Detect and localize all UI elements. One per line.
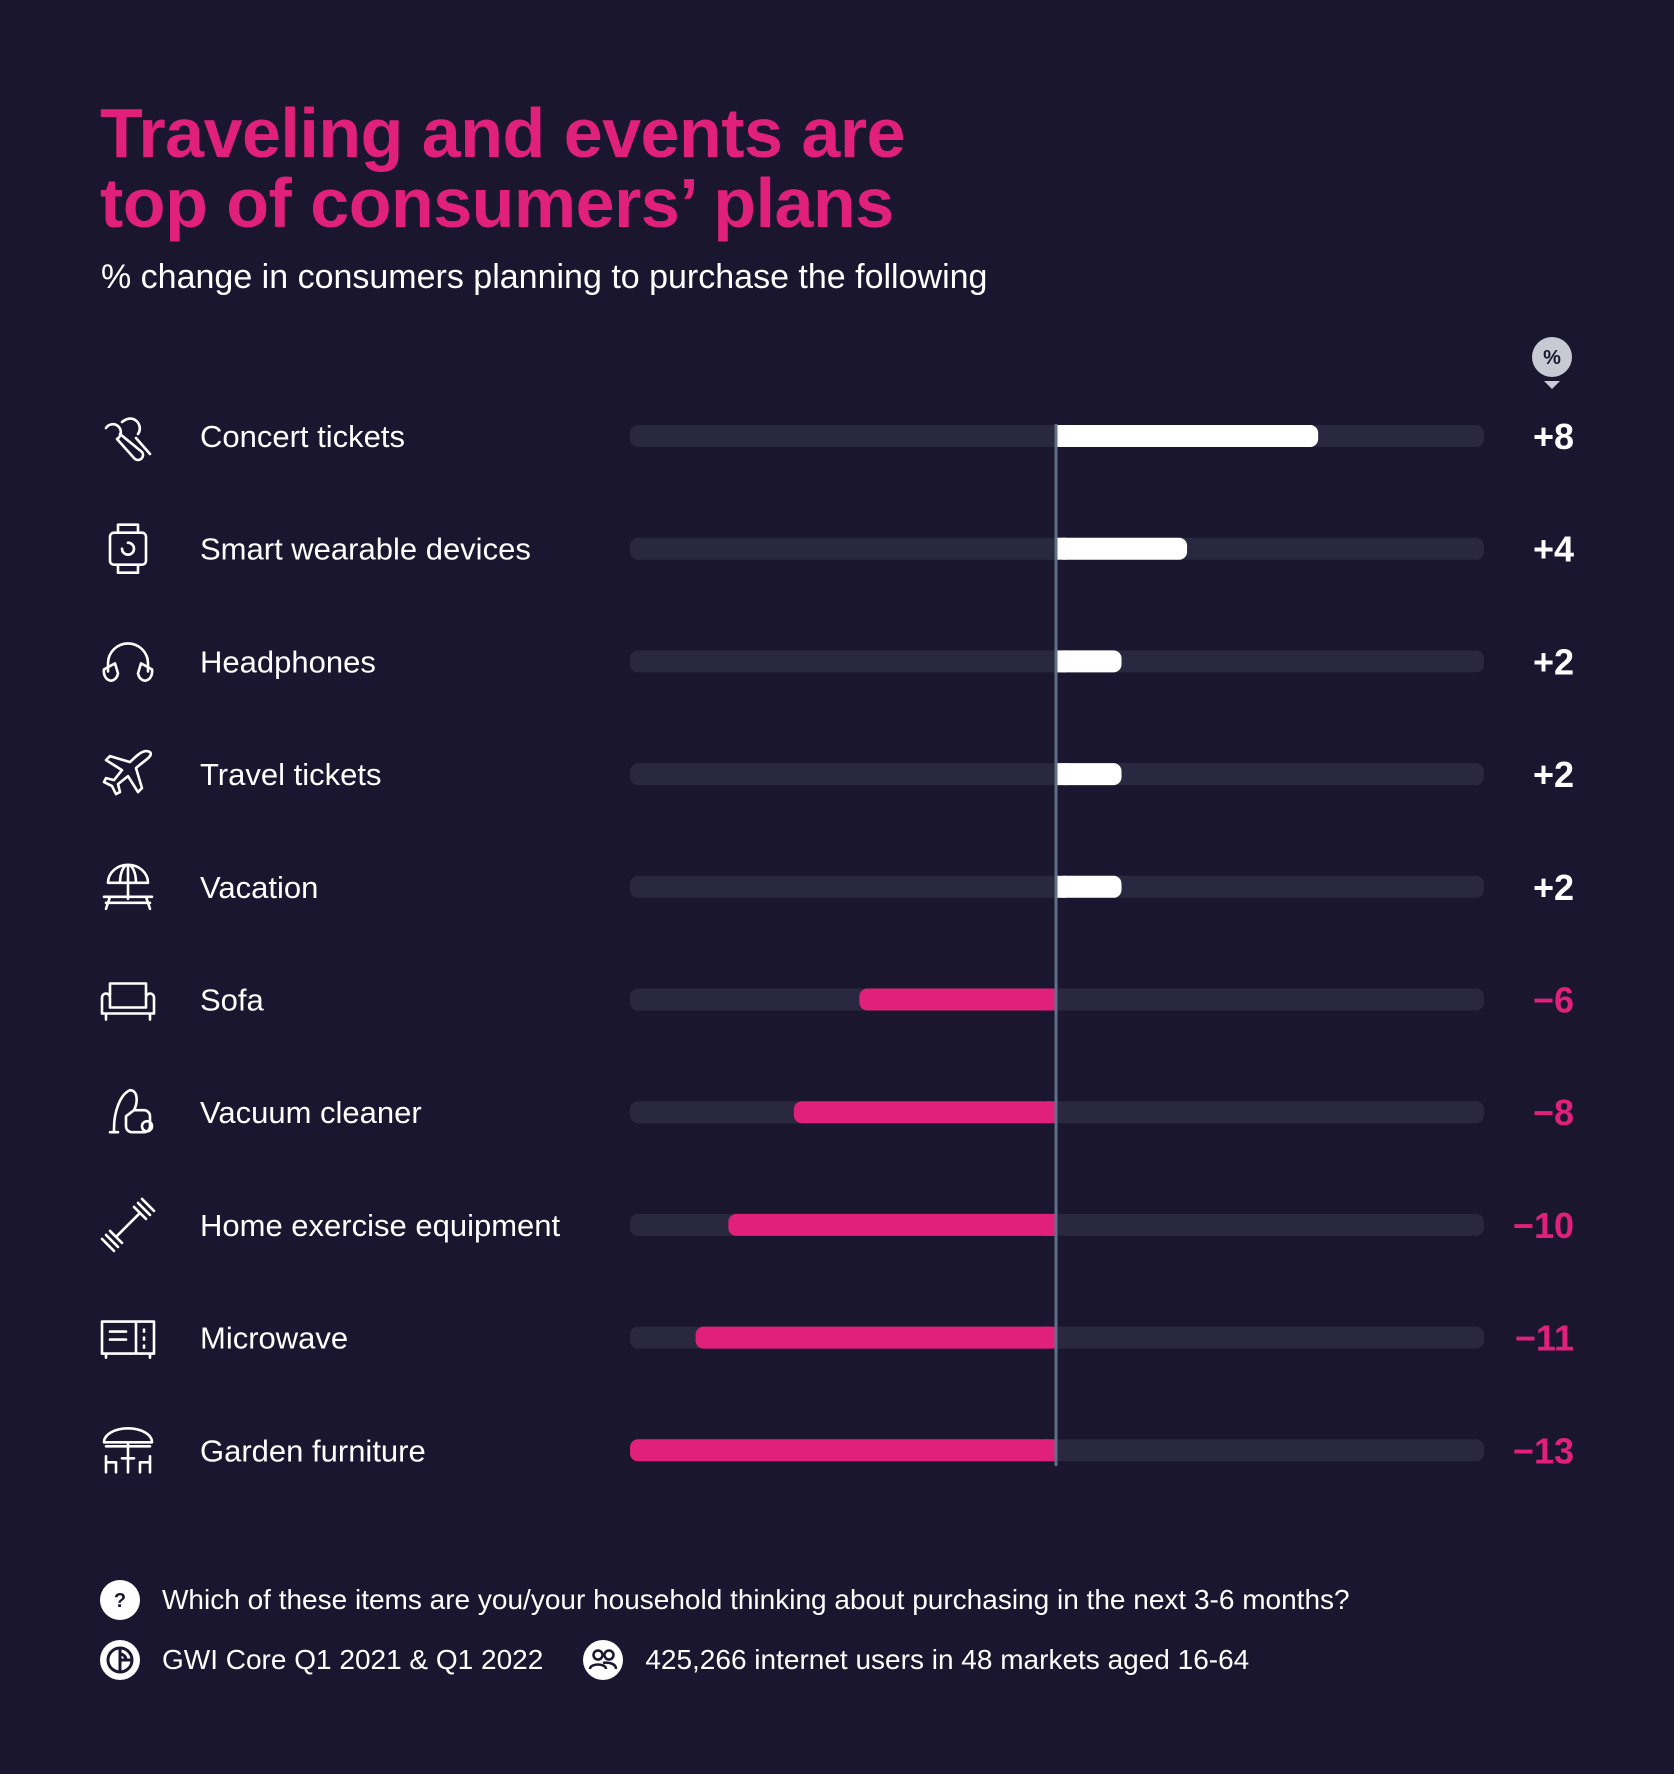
chart-row: Vacuum cleaner −8 (108, 1088, 1574, 1134)
category-label: Headphones (200, 644, 376, 679)
category-label: Garden furniture (200, 1433, 426, 1468)
chart-row: Smart wearable devices +4 (108, 523, 1574, 575)
positive-bar (1056, 650, 1122, 673)
chart-row: Vacation +2 (102, 863, 1574, 911)
bar-cap (1056, 763, 1066, 786)
bar-chart: Concert tickets +8 Smart wearable devices +… (100, 416, 1574, 1474)
chart-title-line-1: Traveling and events are (100, 94, 906, 172)
chart-row: Sofa −6 (100, 980, 1574, 1021)
footer-sample-text: 425,266 internet users in 48 markets age… (645, 1644, 1250, 1675)
value-label: +8 (1533, 416, 1574, 457)
value-label: −10 (1513, 1205, 1574, 1246)
bar-cap (1056, 650, 1066, 673)
question-icon: ? (100, 1580, 140, 1620)
bar-cap (1056, 875, 1066, 898)
chart-row: Travel tickets +2 (102, 749, 1574, 796)
category-label: Home exercise equipment (200, 1208, 561, 1243)
microwave-icon (100, 1320, 156, 1359)
positive-bar (1056, 537, 1188, 560)
bar-cap (1056, 537, 1066, 560)
chart-title-line-2: top of consumers’ plans (100, 164, 894, 242)
footer-source-text: GWI Core Q1 2021 & Q1 2022 (162, 1644, 544, 1675)
bar-cap (1056, 425, 1066, 447)
svg-text:?: ? (114, 1590, 126, 1612)
category-label: Concert tickets (200, 419, 405, 454)
smartwatch-icon (108, 523, 148, 575)
percent-badge-label: % (1543, 347, 1561, 369)
chart-title: Traveling and events are top of consumer… (100, 98, 1200, 238)
vacuum-cleaner-icon (108, 1088, 154, 1134)
chart-row: Garden furniture −13 (102, 1427, 1574, 1474)
headphones-icon (102, 642, 154, 682)
chart-row: Concert tickets +8 (104, 416, 1574, 462)
microphone-icon (104, 417, 152, 462)
positive-bar (1056, 875, 1122, 898)
negative-bar (728, 1213, 1056, 1236)
value-label: −8 (1533, 1092, 1574, 1133)
chart-row: Home exercise equipment −10 (100, 1197, 1574, 1253)
users-icon (583, 1640, 624, 1680)
percent-badge: % (1532, 337, 1572, 389)
value-label: +2 (1533, 641, 1574, 682)
positive-bar (1056, 425, 1319, 447)
bar-cap (1046, 1326, 1056, 1349)
footer-question: ? Which of these items are you/your hous… (100, 1580, 1350, 1620)
dumbbell-icon (100, 1197, 156, 1253)
negative-bar (695, 1326, 1056, 1349)
value-label: −11 (1515, 1318, 1574, 1359)
chart-row: Microwave −11 (100, 1318, 1574, 1359)
chart-row: Headphones +2 (102, 641, 1574, 682)
negative-bar (630, 1439, 1056, 1462)
positive-bar (1056, 763, 1122, 786)
value-label: −6 (1533, 980, 1574, 1021)
bar-cap (1046, 1439, 1056, 1462)
value-label: +4 (1533, 529, 1574, 570)
airplane-icon (102, 749, 153, 796)
value-label: +2 (1533, 867, 1574, 908)
bar-cap (1046, 988, 1056, 1011)
category-label: Vacuum cleaner (200, 1095, 422, 1130)
footer-question-text: Which of these items are you/your househ… (162, 1584, 1350, 1615)
chart-subtitle: % change in consumers planning to purcha… (101, 258, 988, 296)
garden-furniture-icon (102, 1427, 154, 1474)
category-label: Vacation (200, 870, 318, 905)
category-label: Smart wearable devices (200, 532, 531, 567)
value-label: −13 (1513, 1430, 1574, 1471)
gwi-logo-icon (100, 1640, 140, 1680)
value-label: +2 (1533, 754, 1574, 795)
bar-cap (1046, 1101, 1056, 1124)
sofa-icon (100, 982, 156, 1021)
bar-cap (1046, 1213, 1056, 1236)
negative-bar (859, 988, 1056, 1011)
beach-umbrella-icon (102, 863, 154, 911)
category-label: Travel tickets (200, 757, 381, 792)
category-label: Sofa (200, 983, 265, 1018)
negative-bar (793, 1101, 1056, 1124)
category-label: Microwave (200, 1321, 348, 1356)
footer-meta: GWI Core Q1 2021 & Q1 2022 425,266 inter… (100, 1640, 1249, 1680)
